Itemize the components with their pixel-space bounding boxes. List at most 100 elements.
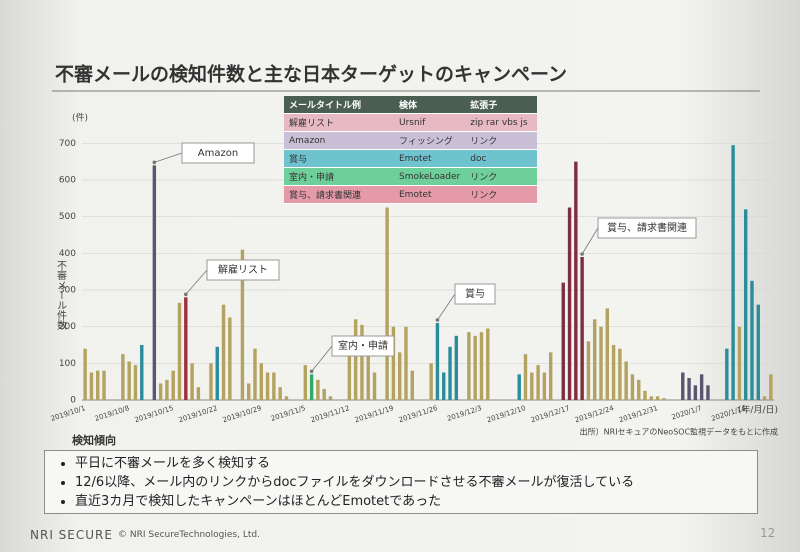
bar [706,385,710,400]
bar [410,370,414,400]
y-tick-label: 700 [59,139,76,149]
bar [353,319,358,400]
x-tick-label: 2019/12/10 [486,404,527,424]
bar [177,302,182,400]
bar [240,249,245,400]
bar [737,326,742,400]
x-tick-label: 2019/12/31 [618,404,659,424]
x-tick-label: 2019/10/22 [178,404,219,424]
bar [605,308,609,400]
y-tick-label: 200 [59,322,76,332]
callout-box [454,283,496,305]
finding: 直近3カ月で検知したキャンペーンはほとんどEmotetであった [75,492,757,511]
bar [580,257,584,400]
legend-cell: リンク [465,167,538,186]
legend-header: 検体 [394,96,466,114]
x-tick-label: 2019/11/5 [270,404,307,423]
bar [196,387,201,400]
bar [593,319,597,400]
y-tick-label: 500 [59,212,76,222]
bar [586,341,591,400]
bar [769,374,773,400]
legend-cell: Ursnif [394,113,466,132]
callout-text: 室内・申請 [338,339,388,352]
bar [165,379,169,400]
chart-title: 不審メールの検知件数と主な日本ターゲットのキャンペーン [55,63,567,86]
bar [247,383,251,400]
bar [699,374,704,400]
bar [435,323,440,400]
y-label: 不審メール件数 [55,260,67,331]
legend-cell: Emotet [394,149,466,168]
bar [655,396,660,400]
bar [372,372,377,400]
bar [725,348,729,400]
bar [561,282,565,400]
bar [96,370,100,400]
legend-header: 拡張子 [465,96,538,114]
bar [599,326,603,400]
bar [366,345,370,400]
x-tick-label: 2019/12/3 [446,404,483,423]
copyright: © NRI SecureTechnologies, Ltd. [118,530,260,540]
bar [756,304,760,400]
x-tick-label: 2019/11/12 [310,404,351,424]
bar [140,345,144,400]
x-tick-label: 2020/1/7 [671,404,703,421]
callout-dot [309,369,314,374]
x-tick-label: 2019/10/1 [50,404,87,423]
callout-box [181,142,255,164]
page-number: 12 [760,526,776,540]
bar [750,280,754,400]
x-tick-label: 2019/12/17 [530,404,571,424]
bar [322,389,326,400]
callout-line [437,293,456,321]
bar [479,332,484,400]
callout-dot [152,160,157,165]
legend-cell: zip rar vbs js [465,113,538,132]
finding: 平日に不審メールを多く検知する [75,454,757,473]
callout-box [331,335,395,357]
bar [152,165,157,400]
findings-heading: 検知傾向 [72,434,116,447]
bar [404,326,408,400]
finding: 12/6以降、メール内のリンクからdocファイルをダウンロードさせる不審メールが… [75,473,757,492]
bar [649,396,654,400]
y-tick-label: 600 [59,176,76,186]
bar [662,398,666,400]
bar [681,372,685,400]
bar [347,348,352,400]
callout-line [185,269,208,295]
bar [209,363,213,400]
bar [360,324,364,400]
x-tick-label: 2019/12/24 [574,404,615,424]
bar [316,379,320,400]
bar [284,396,289,400]
bar [429,363,433,400]
bar [190,363,194,400]
legend-cell: リンク [465,185,538,204]
bar [517,374,521,400]
bar [687,378,691,400]
y-tick-label: 0 [70,396,76,406]
callout-text: Amazon [198,148,238,159]
bar [548,352,553,400]
y-tick-label: 100 [59,359,76,369]
callout-dot [435,318,440,322]
x-tick-label: 2019/11/26 [398,404,439,424]
y-tick-label: 300 [59,286,76,296]
bar [536,365,540,400]
callout-box [597,217,697,239]
x-tick-label: 2019/10/29 [222,404,263,424]
bar [171,370,175,400]
bar [473,335,477,400]
bar [397,352,402,400]
bar [303,365,308,400]
x-tick-label: 2019/10/15 [134,404,175,424]
bar [523,354,528,400]
legend-cell: SmokeLoader [394,167,466,186]
bar [467,332,471,400]
bar [328,396,333,400]
x-tick-label: 2019/11/19 [354,404,395,424]
legend-table: メールタイトル例 検体 拡張子 解雇リスト Ursnif zip rar vbs js … [284,96,538,204]
